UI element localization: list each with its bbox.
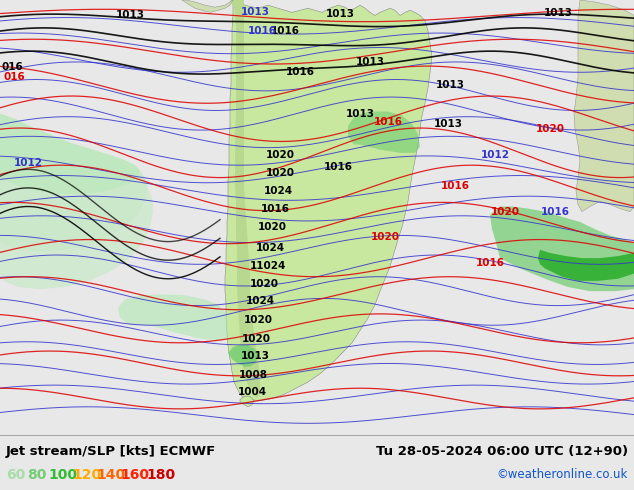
Text: 1016: 1016 [541, 207, 569, 217]
Text: 1013: 1013 [543, 8, 573, 19]
Text: 1016: 1016 [323, 162, 353, 172]
Text: 1020: 1020 [243, 315, 273, 325]
Text: 1024: 1024 [264, 186, 292, 196]
Polygon shape [230, 0, 260, 397]
Text: 1020: 1020 [370, 232, 399, 243]
Text: 160: 160 [120, 468, 149, 482]
Text: 1020: 1020 [266, 169, 295, 178]
Text: 1024: 1024 [245, 296, 275, 306]
Text: 1004: 1004 [238, 388, 266, 397]
Text: 1013: 1013 [434, 119, 462, 129]
Text: 1020: 1020 [257, 222, 287, 232]
Text: 1013: 1013 [240, 351, 269, 361]
Polygon shape [0, 171, 148, 252]
Text: 1013: 1013 [240, 7, 269, 17]
Polygon shape [182, 0, 233, 12]
Text: 100: 100 [48, 468, 77, 482]
Text: 1020: 1020 [536, 124, 564, 134]
Text: 1013: 1013 [346, 109, 375, 119]
Text: 1024: 1024 [256, 243, 285, 253]
Text: 11024: 11024 [250, 261, 286, 271]
Text: 016: 016 [3, 73, 25, 82]
Polygon shape [348, 112, 420, 153]
Text: 1013: 1013 [436, 80, 465, 90]
Text: 016: 016 [1, 62, 23, 72]
Text: 1013: 1013 [356, 57, 384, 67]
Polygon shape [225, 0, 432, 401]
Text: 1016: 1016 [441, 181, 470, 191]
Text: 1013: 1013 [325, 9, 354, 20]
Text: 1020: 1020 [250, 279, 278, 289]
Text: 1020: 1020 [491, 207, 519, 217]
Polygon shape [574, 0, 634, 212]
Polygon shape [118, 294, 228, 341]
Text: Tu 28-05-2024 06:00 UTC (12+90): Tu 28-05-2024 06:00 UTC (12+90) [376, 445, 628, 458]
Text: Jet stream/SLP [kts] ECMWF: Jet stream/SLP [kts] ECMWF [6, 445, 216, 458]
Text: 1016: 1016 [476, 258, 505, 269]
Text: 1016: 1016 [373, 117, 403, 127]
Text: 1012: 1012 [481, 150, 510, 160]
Text: 120: 120 [72, 468, 101, 482]
Polygon shape [228, 345, 258, 367]
Text: 1008: 1008 [238, 370, 268, 380]
Text: 1016: 1016 [271, 26, 299, 36]
Text: 1016: 1016 [261, 203, 290, 214]
Polygon shape [0, 114, 140, 194]
Text: 1016: 1016 [285, 67, 314, 77]
Text: 1016: 1016 [247, 26, 276, 36]
Text: 80: 80 [27, 468, 46, 482]
Text: 1020: 1020 [242, 334, 271, 343]
Text: 1013: 1013 [115, 10, 145, 21]
Polygon shape [538, 250, 634, 281]
Text: 60: 60 [6, 468, 25, 482]
Text: 1012: 1012 [13, 158, 42, 168]
Polygon shape [490, 206, 634, 291]
Polygon shape [240, 396, 254, 407]
Text: 1020: 1020 [266, 150, 295, 160]
Text: 180: 180 [146, 468, 175, 482]
Text: 140: 140 [96, 468, 125, 482]
Polygon shape [0, 188, 153, 289]
Text: ©weatheronline.co.uk: ©weatheronline.co.uk [496, 468, 628, 481]
